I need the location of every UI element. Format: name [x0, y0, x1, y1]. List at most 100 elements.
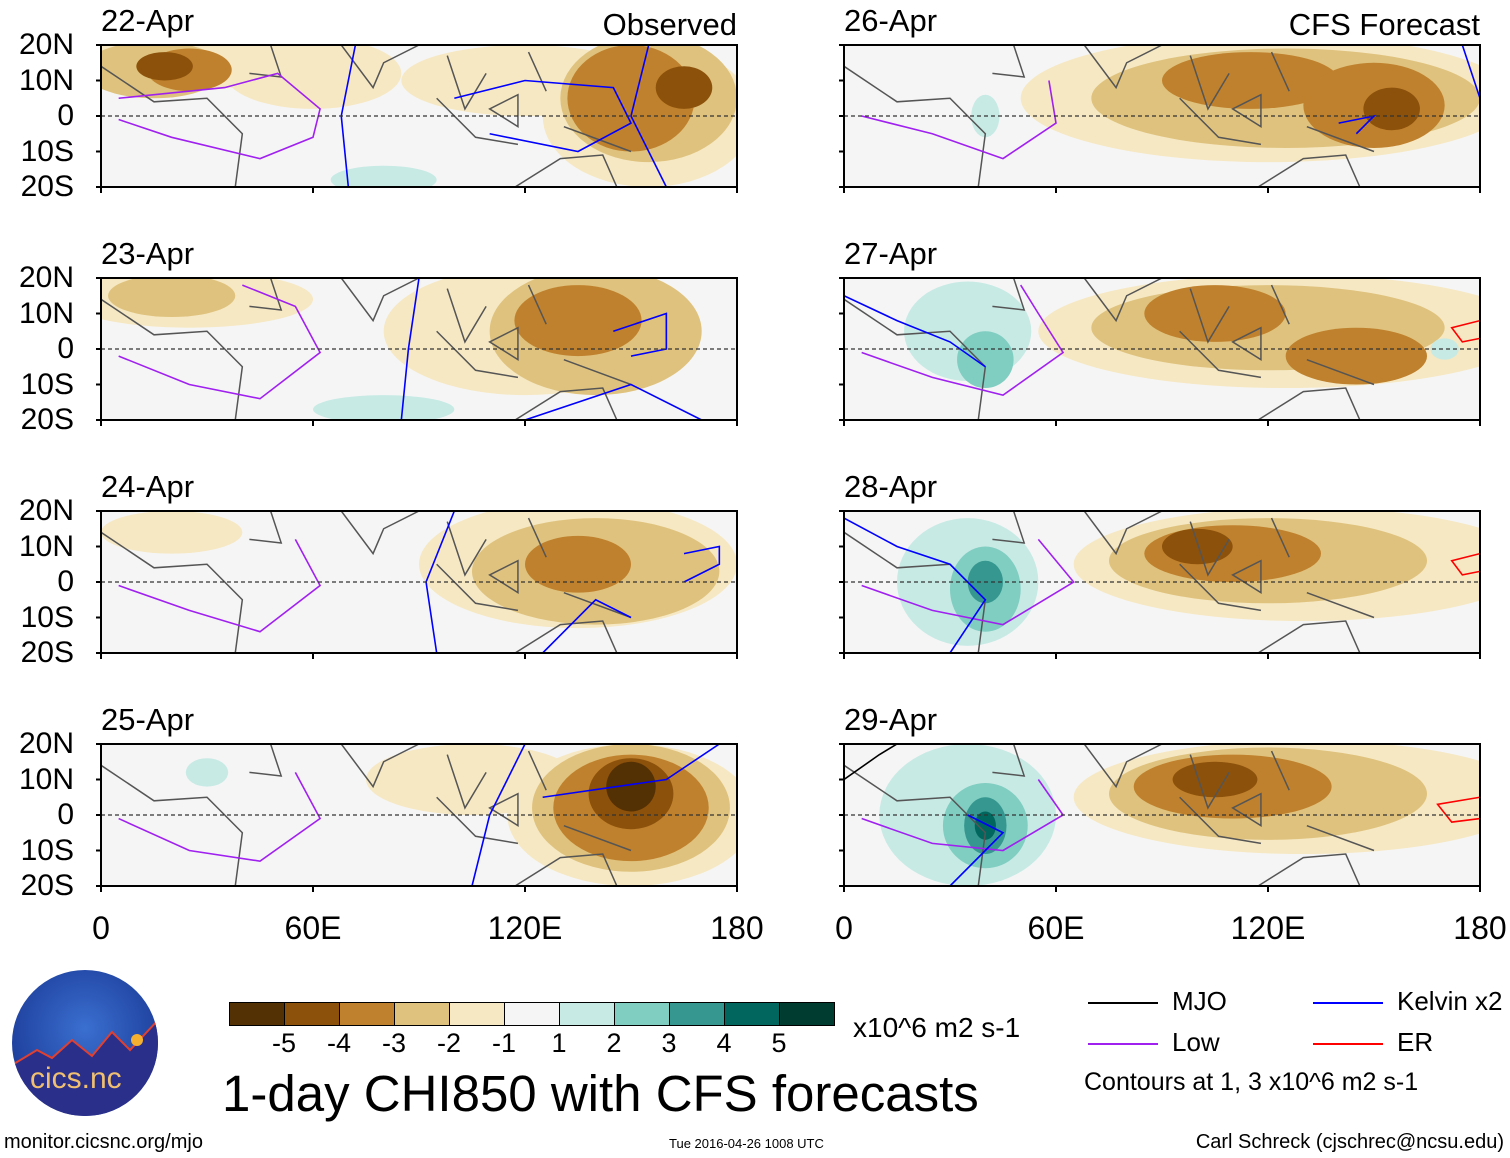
- wave-contour: [118, 539, 322, 633]
- lon-label: 60E: [284, 910, 342, 946]
- colorbar-label: 1: [551, 1028, 567, 1058]
- colorbar-swatch: [779, 1002, 835, 1026]
- map-panel-29-Apr: [839, 743, 1481, 892]
- lat-label: 0: [57, 798, 74, 831]
- wave-contour: [454, 79, 633, 153]
- wave-contour: [861, 538, 1075, 626]
- anomaly-region: [1363, 87, 1420, 131]
- legend-label: Kelvin x2: [1397, 986, 1503, 1016]
- legend-label: Low: [1172, 1027, 1220, 1057]
- anomaly-region: [185, 758, 229, 787]
- anomaly-region: [330, 165, 437, 187]
- anomaly-region: [224, 45, 402, 109]
- logo-text: cics.nc: [30, 1062, 122, 1095]
- wave-contour: [630, 45, 668, 187]
- anomaly-region: [525, 535, 631, 593]
- legend-label: ER: [1397, 1027, 1434, 1057]
- coastline: [844, 45, 1375, 187]
- legend-label: MJO: [1172, 986, 1227, 1016]
- panel-tag: CFS Forecast: [1288, 7, 1480, 42]
- map-panel-28-Apr: [839, 510, 1481, 659]
- wave-contour: [1450, 552, 1480, 576]
- wave-contour: [118, 772, 322, 862]
- anomaly-region: [957, 331, 1014, 389]
- panel-date: 28-Apr: [844, 469, 938, 504]
- wave-contour: [524, 383, 703, 420]
- anomaly-region: [655, 66, 713, 109]
- footer-credit: Carl Schreck (cjschrec@ncsu.edu): [1195, 1131, 1504, 1153]
- map-panel-24-Apr: [96, 510, 738, 659]
- map-panel-25-Apr: [96, 743, 738, 892]
- lon-label: 180: [1453, 910, 1507, 946]
- panel-date: 27-Apr: [844, 236, 938, 271]
- anomaly-region: [1162, 528, 1233, 565]
- colorbar-label: -5: [271, 1028, 297, 1058]
- wave-contour: [1338, 114, 1377, 135]
- colorbar-label: 4: [716, 1028, 732, 1058]
- panel-date: 23-Apr: [101, 236, 195, 271]
- colorbar-label: -1: [491, 1028, 517, 1058]
- lat-label: 20N: [18, 28, 74, 61]
- lat-label: 20S: [20, 403, 74, 436]
- lat-label: 10S: [20, 367, 74, 401]
- anomaly-region: [1430, 338, 1459, 360]
- wave-contour: [844, 295, 986, 368]
- lat-label: 20N: [18, 494, 74, 527]
- wave-contour: [861, 779, 1065, 852]
- lon-label: 120E: [1230, 910, 1306, 946]
- coastline: [101, 278, 632, 420]
- coastline: [844, 744, 1375, 886]
- colorbar-swatch: [559, 1002, 615, 1026]
- anomaly-region: [1144, 285, 1286, 342]
- anomaly-region: [1172, 761, 1258, 798]
- wave-contour: [1461, 45, 1480, 99]
- colorbar-label: -4: [326, 1028, 352, 1058]
- lon-label: 120E: [487, 910, 563, 946]
- legend-note: Contours at 1, 3 x10^6 m2 s-1: [1084, 1068, 1419, 1096]
- anomaly-region: [1285, 327, 1428, 385]
- lat-label: 10N: [18, 762, 74, 796]
- legend-line: [1088, 1002, 1158, 1004]
- wave-contour: [542, 598, 632, 653]
- colorbar-swatch: [504, 1002, 560, 1026]
- colorbar-swatch: [284, 1002, 340, 1026]
- lat-label: 0: [57, 99, 74, 132]
- colorbar-swatch: [614, 1002, 670, 1026]
- colorbar-label: 2: [606, 1028, 622, 1058]
- lon-label: 0: [835, 910, 853, 946]
- wave-contour: [949, 814, 1005, 886]
- colorbar-label: 3: [661, 1028, 677, 1058]
- wave-contour: [400, 278, 420, 420]
- colorbar-swatch: [669, 1002, 725, 1026]
- panel-date: 29-Apr: [844, 702, 938, 737]
- colorbar-swatch: [724, 1002, 780, 1026]
- wave-contour: [844, 517, 987, 653]
- lat-label: 20S: [20, 170, 74, 203]
- panel-date: 25-Apr: [101, 702, 195, 737]
- lat-label: 0: [57, 565, 74, 598]
- anomaly-region: [108, 278, 236, 318]
- colorbar-label: 5: [771, 1028, 787, 1058]
- cics-logo: cics.nc: [12, 970, 158, 1116]
- lat-label: 10N: [18, 529, 74, 563]
- lon-label: 0: [92, 910, 110, 946]
- wave-contour: [118, 72, 321, 160]
- anomaly-region: [606, 761, 656, 812]
- panel-date: 22-Apr: [101, 3, 195, 38]
- panel-date: 26-Apr: [844, 3, 938, 38]
- anomaly-region: [136, 52, 193, 81]
- map-panel-23-Apr: [96, 277, 738, 426]
- lon-label: 180: [710, 910, 764, 946]
- lat-label: 20S: [20, 869, 74, 902]
- footer-url: monitor.cicsnc.org/mjo: [4, 1131, 203, 1153]
- colorbar-label: -3: [381, 1028, 407, 1058]
- map-panels: [96, 44, 1481, 892]
- lat-label: 20S: [20, 636, 74, 669]
- wave-contour: [861, 284, 1065, 397]
- lat-label: 20N: [18, 727, 74, 760]
- colorbar-units: x10^6 m2 s-1: [853, 1012, 1021, 1043]
- colorbar-swatch: [449, 1002, 505, 1026]
- map-panel-22-Apr: [96, 44, 738, 193]
- wave-contour: [844, 744, 898, 781]
